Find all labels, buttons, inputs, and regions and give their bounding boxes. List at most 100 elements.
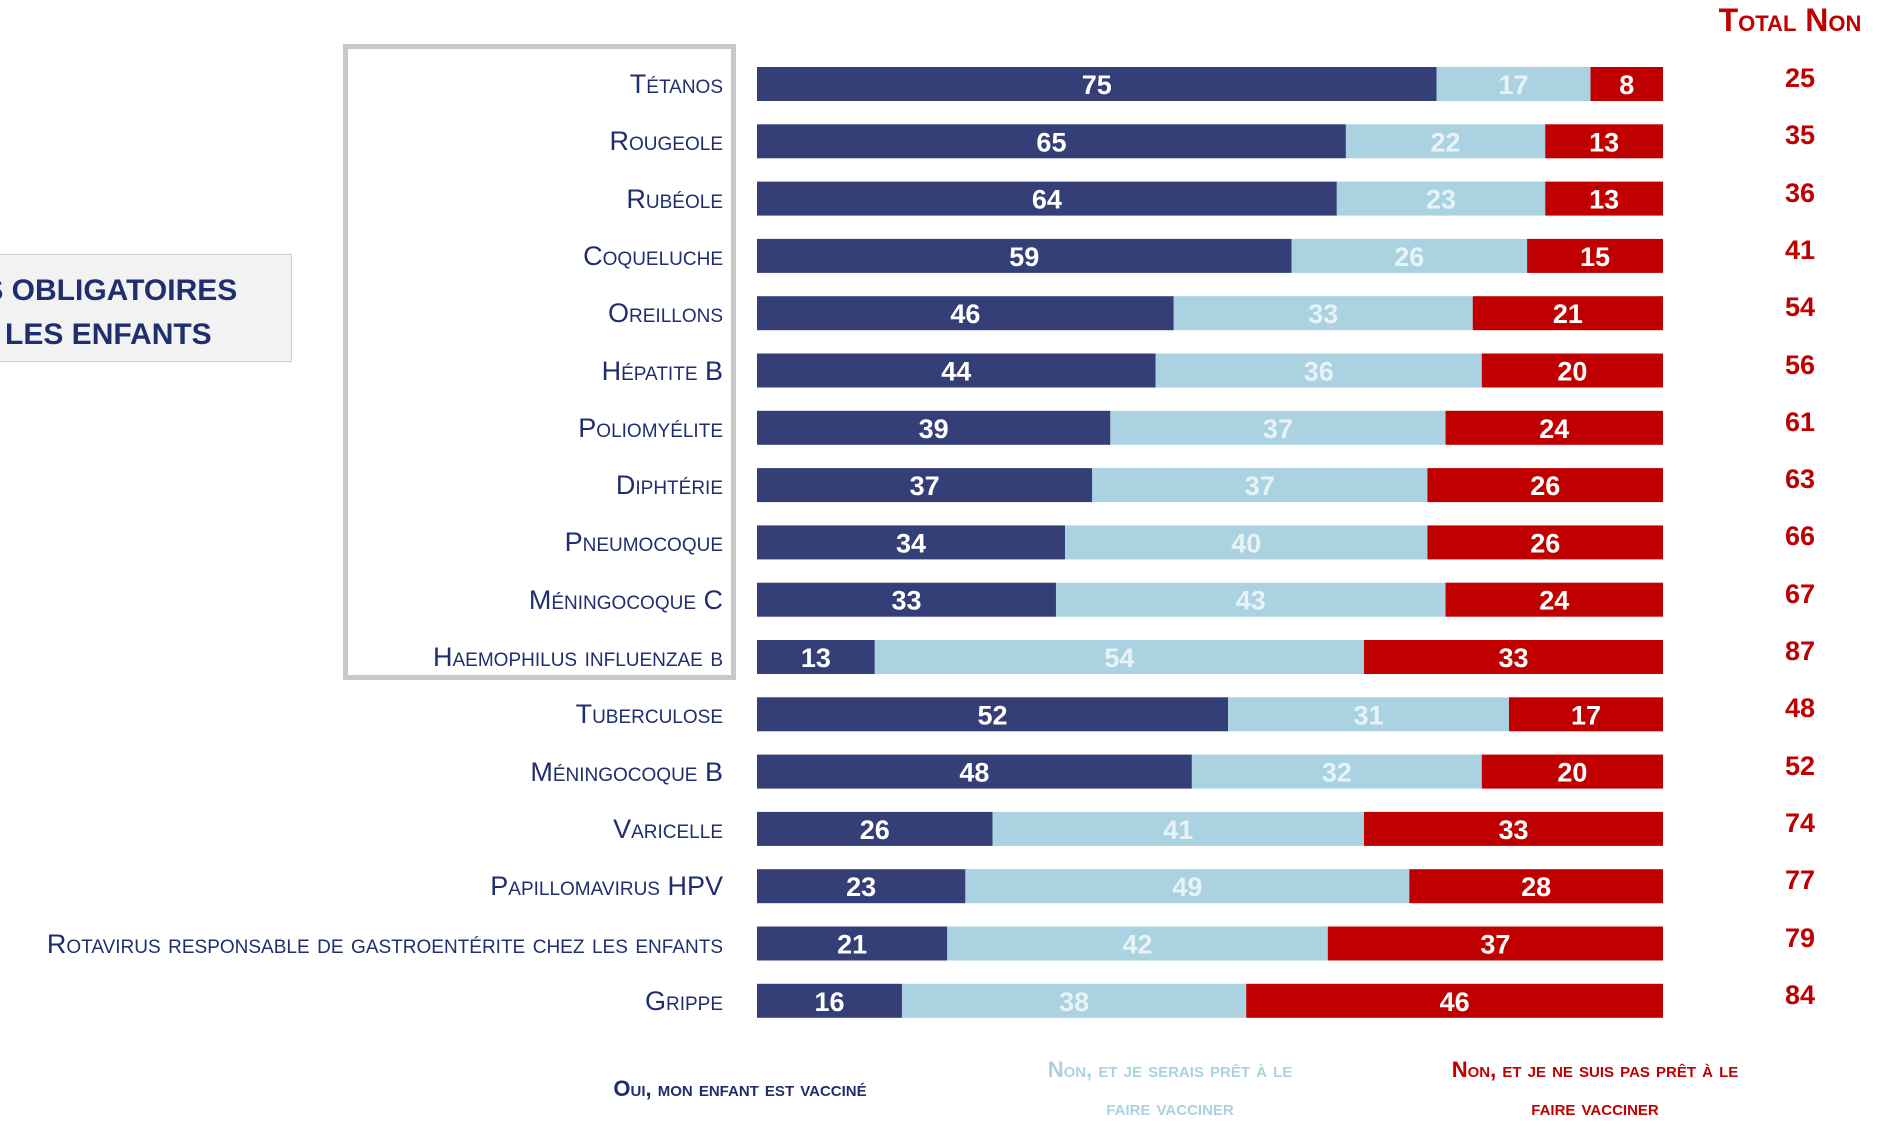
category-label: Rubéole	[626, 183, 723, 214]
data-label-no-ready: 54	[1104, 643, 1134, 673]
category-label: Poliomyélite	[578, 412, 723, 443]
bar-segment-no-not-ready	[1590, 67, 1663, 101]
bar-segment-no-ready	[1155, 353, 1482, 388]
category-label: Tétanos	[629, 69, 723, 99]
total-non-value: 56	[1784, 349, 1816, 380]
bar-segment-no-not-ready	[1364, 811, 1663, 846]
data-label-no-not-ready: 13	[1589, 127, 1619, 157]
total-non-value: 87	[1784, 636, 1816, 666]
category-label: Grippe	[644, 985, 723, 1016]
data-label-no-not-ready: 20	[1557, 357, 1587, 387]
bar-segment-no-ready	[1436, 67, 1591, 101]
category-label: Rougeole	[609, 126, 723, 157]
legend-no-ready: Non, et je serais prêt à le faire vaccin…	[970, 1051, 1370, 1127]
bar-segment-no-ready	[1065, 525, 1428, 560]
total-non-header: Total Non	[1718, 2, 1862, 38]
data-label-no-not-ready: 33	[1498, 643, 1528, 673]
data-label-no-not-ready: 24	[1539, 414, 1569, 444]
bar-segment-yes	[757, 67, 1437, 101]
category-label: Pneumocoque	[564, 527, 723, 558]
data-label-yes: 26	[860, 815, 890, 845]
total-non-value: 79	[1784, 922, 1816, 953]
category-label: Rotavirus responsable de gastroentérite …	[46, 928, 723, 959]
bar-segment-no-not-ready	[1527, 238, 1663, 273]
bar-segment-no-not-ready	[1481, 353, 1663, 388]
legend-no-not-ready-line-1: Non, et je ne suis pas prêt à le	[1451, 1057, 1739, 1082]
bar-segment-no-ready	[1092, 468, 1428, 503]
total-non-value: 48	[1784, 693, 1816, 724]
category-label: Méningocoque C	[528, 584, 723, 615]
total-non-value: 77	[1784, 865, 1816, 896]
data-label-yes: 52	[978, 700, 1008, 730]
data-label-no-not-ready: 46	[1440, 987, 1470, 1017]
bar-segment-yes	[757, 869, 966, 904]
legend-no-not-ready: Non, et je ne suis pas prêt à le faire v…	[1385, 1051, 1805, 1127]
data-label-yes: 13	[801, 643, 831, 673]
category-label: Papillomavirus HPV	[490, 871, 723, 902]
legend-yes-label: Oui, mon enfant est vacciné	[613, 1076, 867, 1101]
total-non-value: 36	[1784, 177, 1816, 208]
category-label: Hépatite B	[601, 355, 723, 386]
total-non-value: 66	[1784, 521, 1816, 552]
data-label-no-ready: 37	[1263, 414, 1293, 444]
total-non-value: 25	[1784, 63, 1816, 93]
data-label-yes: 59	[1009, 242, 1039, 272]
bar-segment-no-ready	[1336, 181, 1546, 216]
data-label-no-not-ready: 28	[1521, 872, 1551, 902]
data-label-yes: 16	[814, 987, 844, 1017]
bar-segment-no-not-ready	[1364, 640, 1663, 674]
data-label-yes: 39	[919, 414, 949, 444]
data-label-no-not-ready: 17	[1571, 700, 1601, 730]
data-label-yes: 33	[891, 586, 921, 616]
callout-line-1: IS OBLIGATOIRES	[0, 274, 238, 307]
data-label-no-not-ready: 37	[1480, 930, 1510, 960]
bar-segment-no-ready	[992, 811, 1365, 846]
data-label-no-ready: 41	[1163, 815, 1193, 845]
bar-segment-yes	[757, 926, 948, 961]
bar-segment-no-ready	[1110, 410, 1446, 445]
total-non-value: 52	[1784, 750, 1816, 781]
total-non-value: 63	[1784, 464, 1816, 495]
bar-segment-no-ready	[874, 640, 1365, 674]
bar-segment-no-not-ready	[1481, 754, 1663, 789]
bar-segment-yes	[757, 525, 1066, 560]
data-label-yes: 34	[896, 528, 926, 558]
data-label-yes: 44	[941, 357, 971, 387]
bar-segment-yes	[757, 238, 1292, 273]
total-non-value: 61	[1784, 406, 1816, 437]
data-label-yes: 75	[1082, 70, 1112, 100]
total-non-value: 54	[1784, 292, 1816, 323]
data-label-yes: 46	[950, 299, 980, 329]
data-label-no-not-ready: 26	[1530, 528, 1560, 558]
data-label-no-not-ready: 21	[1553, 299, 1583, 329]
legend-yes: Oui, mon enfant est vacciné	[540, 1070, 940, 1108]
total-non-value: 35	[1784, 120, 1816, 151]
bar-segment-yes	[757, 181, 1337, 216]
bar-segment-no-not-ready	[1327, 926, 1663, 961]
data-label-no-ready: 43	[1236, 586, 1266, 616]
total-non-value: 74	[1784, 807, 1816, 838]
category-label: Varicelle	[613, 813, 723, 844]
data-label-yes: 37	[910, 471, 940, 501]
category-label: Méningocoque B	[530, 756, 723, 787]
bar-segment-no-not-ready	[1409, 869, 1663, 904]
legend-no-ready-line-2: faire vacciner	[1106, 1095, 1234, 1120]
data-label-no-ready: 36	[1304, 357, 1334, 387]
data-label-no-ready: 17	[1498, 70, 1528, 100]
category-label: Haemophilus influenzae b	[433, 642, 723, 672]
legend-no-not-ready-line-2: faire vacciner	[1531, 1095, 1659, 1120]
data-label-no-ready: 38	[1059, 987, 1089, 1017]
data-label-no-not-ready: 15	[1580, 242, 1610, 272]
data-label-no-not-ready: 8	[1619, 70, 1634, 100]
data-label-no-not-ready: 26	[1530, 471, 1560, 501]
bar-segment-no-not-ready	[1472, 296, 1663, 331]
data-label-no-ready: 23	[1426, 185, 1456, 215]
bar-segment-yes	[757, 124, 1346, 159]
bar-segment-yes	[757, 582, 1056, 617]
bar-segment-no-not-ready	[1246, 983, 1663, 1018]
bar-segment-no-ready	[1191, 754, 1482, 789]
bar-segment-no-not-ready	[1545, 181, 1663, 216]
mandatory-vaccines-callout: IS OBLIGATOIRES R LES ENFANTS	[0, 254, 292, 362]
bar-segment-no-ready	[1345, 124, 1546, 159]
